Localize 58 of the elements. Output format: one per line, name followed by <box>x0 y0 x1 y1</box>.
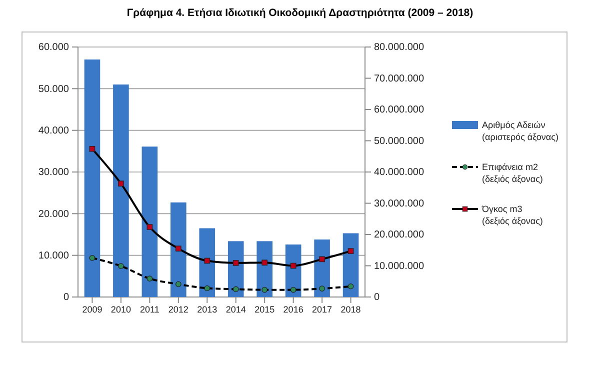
legend-label: Αριθμός Αδειών (αριστερός άξονας) <box>482 120 558 142</box>
point <box>348 283 354 290</box>
y2-tick-label: 70.000.000 <box>374 73 424 84</box>
point <box>348 248 354 254</box>
x-tick-label: 2012 <box>168 304 188 314</box>
y-tick-label: 10.000 <box>38 250 70 262</box>
point <box>262 260 268 266</box>
y-tick-label: 20.000 <box>38 208 70 220</box>
point <box>146 276 153 282</box>
bar <box>199 228 216 297</box>
legend-label: Επιφάνεια m2 (δεξιός άξονας) <box>482 162 543 184</box>
point <box>204 285 210 292</box>
point <box>262 286 268 293</box>
point <box>290 262 296 269</box>
x-tick-label: 2015 <box>254 304 275 314</box>
y-tick-label: 60.000 <box>38 42 70 54</box>
point <box>204 258 210 264</box>
x-tick-label: 2016 <box>283 304 304 314</box>
point <box>118 180 124 186</box>
x-tick-label: 2018 <box>340 304 361 314</box>
point <box>89 255 96 261</box>
bar <box>170 202 186 297</box>
point <box>232 260 239 266</box>
y2-tick-label: 20.000.000 <box>374 230 424 241</box>
x-tick-label: 2013 <box>197 304 218 314</box>
y-tick-label: 40.000 <box>38 126 70 137</box>
x-tick-label: 2010 <box>110 304 131 314</box>
y2-tick-label: 80.000.000 <box>374 42 424 54</box>
bar <box>314 240 330 297</box>
point <box>89 146 96 152</box>
y2-tick-label: 40.000.000 <box>374 167 424 178</box>
x-tick-label: 2017 <box>312 304 332 314</box>
y-tick-label: 0 <box>63 292 70 304</box>
point <box>232 286 239 292</box>
point <box>176 281 182 288</box>
bar <box>142 146 158 297</box>
x-tick-label: 2011 <box>140 304 160 314</box>
y-tick-label: 50.000 <box>38 84 70 95</box>
bar <box>84 60 100 297</box>
point <box>176 246 182 252</box>
point <box>146 224 153 230</box>
y2-tick-label: 0 <box>374 292 380 304</box>
y2-tick-label: 10.000.000 <box>374 260 424 272</box>
legend-label: Όγκος m3 (δεξιός άξονας) <box>481 204 543 226</box>
bar <box>342 233 359 297</box>
bar <box>113 84 129 297</box>
point <box>290 286 296 293</box>
point <box>319 286 325 292</box>
x-tick-label: 2014 <box>226 304 246 314</box>
y2-tick-label: 60.000.000 <box>374 104 424 116</box>
y2-tick-label: 30.000.000 <box>374 198 424 210</box>
y2-tick-label: 50.000.000 <box>374 136 424 147</box>
y-tick-label: 30.000 <box>38 167 70 178</box>
point <box>118 263 124 269</box>
bar <box>256 241 272 297</box>
chart-title: Γράφημα 4. Ετήσια Ιδιωτική Οικοδομική Δραστηριότητα (2009 – 2018) <box>126 7 474 19</box>
x-tick-label: 2009 <box>82 304 102 314</box>
point <box>319 256 325 262</box>
